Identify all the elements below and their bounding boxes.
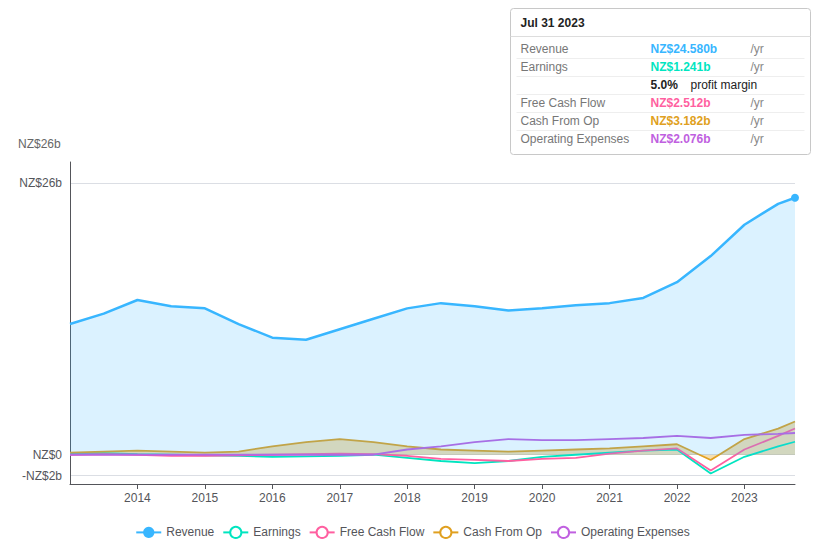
- svg-text:profit margin: profit margin: [691, 78, 758, 92]
- svg-text:2022: 2022: [664, 491, 691, 505]
- svg-text:Revenue: Revenue: [521, 42, 569, 56]
- svg-text:Earnings: Earnings: [253, 525, 300, 539]
- svg-text:NZ$2.076b: NZ$2.076b: [651, 132, 711, 146]
- svg-text:/yr: /yr: [751, 60, 764, 74]
- svg-text:/yr: /yr: [751, 114, 764, 128]
- svg-text:Revenue: Revenue: [166, 525, 214, 539]
- svg-text:2023: 2023: [731, 491, 758, 505]
- svg-text:Earnings: Earnings: [521, 60, 568, 74]
- svg-text:2018: 2018: [394, 491, 421, 505]
- svg-text:Operating Expenses: Operating Expenses: [521, 132, 630, 146]
- svg-text:2015: 2015: [192, 491, 219, 505]
- svg-text:2016: 2016: [259, 491, 286, 505]
- svg-text:NZ$1.241b: NZ$1.241b: [651, 60, 711, 74]
- svg-text:/yr: /yr: [751, 42, 764, 56]
- svg-text:NZ$26b: NZ$26b: [18, 137, 61, 151]
- svg-text:2021: 2021: [596, 491, 623, 505]
- svg-text:-NZ$2b: -NZ$2b: [22, 469, 62, 483]
- svg-text:NZ$0: NZ$0: [33, 448, 63, 462]
- svg-text:NZ$26b: NZ$26b: [19, 176, 62, 190]
- svg-text:Cash From Op: Cash From Op: [521, 114, 600, 128]
- svg-text:NZ$24.580b: NZ$24.580b: [651, 42, 718, 56]
- svg-text:Jul 31 2023: Jul 31 2023: [521, 16, 585, 30]
- svg-text:/yr: /yr: [751, 132, 764, 146]
- svg-text:NZ$2.512b: NZ$2.512b: [651, 96, 711, 110]
- svg-text:2019: 2019: [461, 491, 488, 505]
- svg-text:2014: 2014: [124, 491, 151, 505]
- svg-text:Operating Expenses: Operating Expenses: [581, 525, 690, 539]
- svg-text:/yr: /yr: [751, 96, 764, 110]
- svg-text:2020: 2020: [529, 491, 556, 505]
- svg-text:Free Cash Flow: Free Cash Flow: [340, 525, 425, 539]
- svg-text:NZ$3.182b: NZ$3.182b: [651, 114, 711, 128]
- svg-text:Free Cash Flow: Free Cash Flow: [521, 96, 606, 110]
- svg-text:Cash From Op: Cash From Op: [463, 525, 542, 539]
- svg-text:5.0%: 5.0%: [651, 78, 679, 92]
- svg-text:2017: 2017: [326, 491, 353, 505]
